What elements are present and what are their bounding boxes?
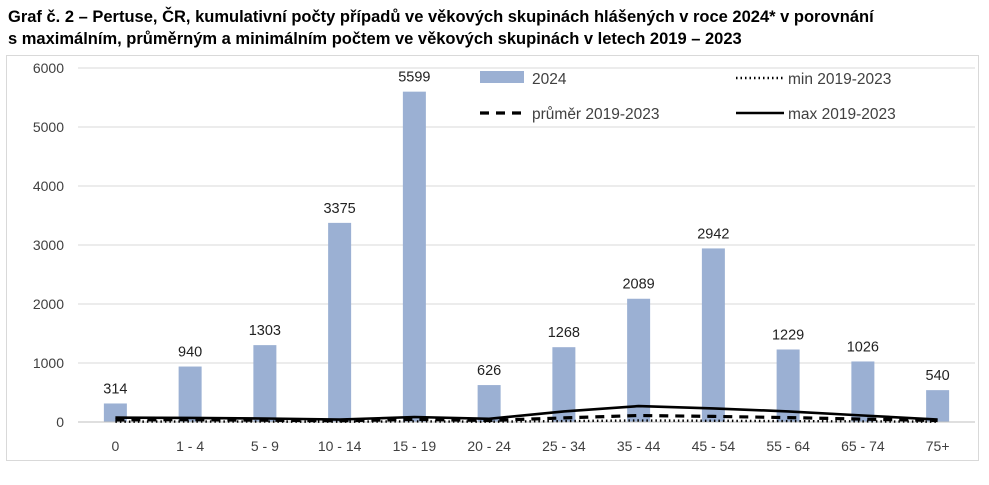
legend-label-1: min 2019-2023 (788, 71, 891, 88)
x-tick-label-10: 65 - 74 (841, 438, 885, 454)
y-tick-label-5000: 5000 (33, 119, 64, 135)
x-tick-label-1: 1 - 4 (176, 438, 204, 454)
bar-3 (328, 222, 352, 422)
chart-frame (6, 55, 979, 461)
y-tick-label-1000: 1000 (33, 355, 64, 371)
data-label-1: 940 (178, 345, 202, 361)
legend-swatch-bar (480, 71, 524, 83)
data-label-10: 1026 (847, 339, 879, 355)
data-label-4: 5599 (398, 70, 430, 86)
bar-2 (253, 345, 277, 422)
legend-label-3: max 2019-2023 (788, 106, 896, 123)
data-label-8: 2942 (697, 226, 729, 242)
x-tick-label-2: 5 - 9 (251, 438, 279, 454)
data-label-9: 1229 (772, 327, 804, 343)
x-tick-label-3: 10 - 14 (318, 438, 362, 454)
chart-title: Graf č. 2 – Pertuse, ČR, kumulativní poč… (8, 6, 983, 50)
x-tick-label-0: 0 (111, 438, 119, 454)
x-tick-label-5: 20 - 24 (467, 438, 511, 454)
x-tick-label-9: 55 - 64 (766, 438, 810, 454)
bar-11 (926, 390, 950, 422)
chart-title-line-2: s maximálním, průměrným a minimálním poč… (8, 30, 742, 48)
data-label-6: 1268 (548, 325, 580, 341)
x-tick-label-4: 15 - 19 (393, 438, 437, 454)
chart-title-line-1: Graf č. 2 – Pertuse, ČR, kumulativní poč… (8, 8, 874, 26)
bar-8 (701, 248, 725, 422)
y-tick-label-0: 0 (56, 414, 64, 430)
data-label-3: 3375 (323, 201, 355, 217)
y-tick-label-6000: 6000 (33, 60, 64, 76)
y-tick-label-3000: 3000 (33, 237, 64, 253)
x-tick-label-11: 75+ (926, 438, 950, 454)
data-label-5: 626 (477, 363, 501, 379)
legend-label-0: 2024 (532, 71, 567, 88)
bar-6 (552, 347, 576, 422)
bar-7 (627, 298, 651, 422)
data-label-7: 2089 (622, 277, 654, 293)
bar-10 (851, 361, 875, 422)
bar-9 (776, 349, 800, 422)
x-tick-label-6: 25 - 34 (542, 438, 586, 454)
legend-label-2: průměr 2019-2023 (532, 106, 660, 123)
y-tick-label-2000: 2000 (33, 296, 64, 312)
bar-4 (402, 91, 426, 422)
x-tick-label-8: 45 - 54 (692, 438, 736, 454)
data-label-11: 540 (926, 368, 950, 384)
y-tick-label-4000: 4000 (33, 178, 64, 194)
series-line-solid (115, 404, 938, 421)
data-label-2: 1303 (249, 323, 281, 339)
bar-1 (178, 366, 202, 422)
bar-5 (477, 385, 501, 422)
series-line-dotted (115, 419, 938, 423)
x-tick-label-7: 35 - 44 (617, 438, 661, 454)
data-label-0: 314 (103, 381, 127, 397)
